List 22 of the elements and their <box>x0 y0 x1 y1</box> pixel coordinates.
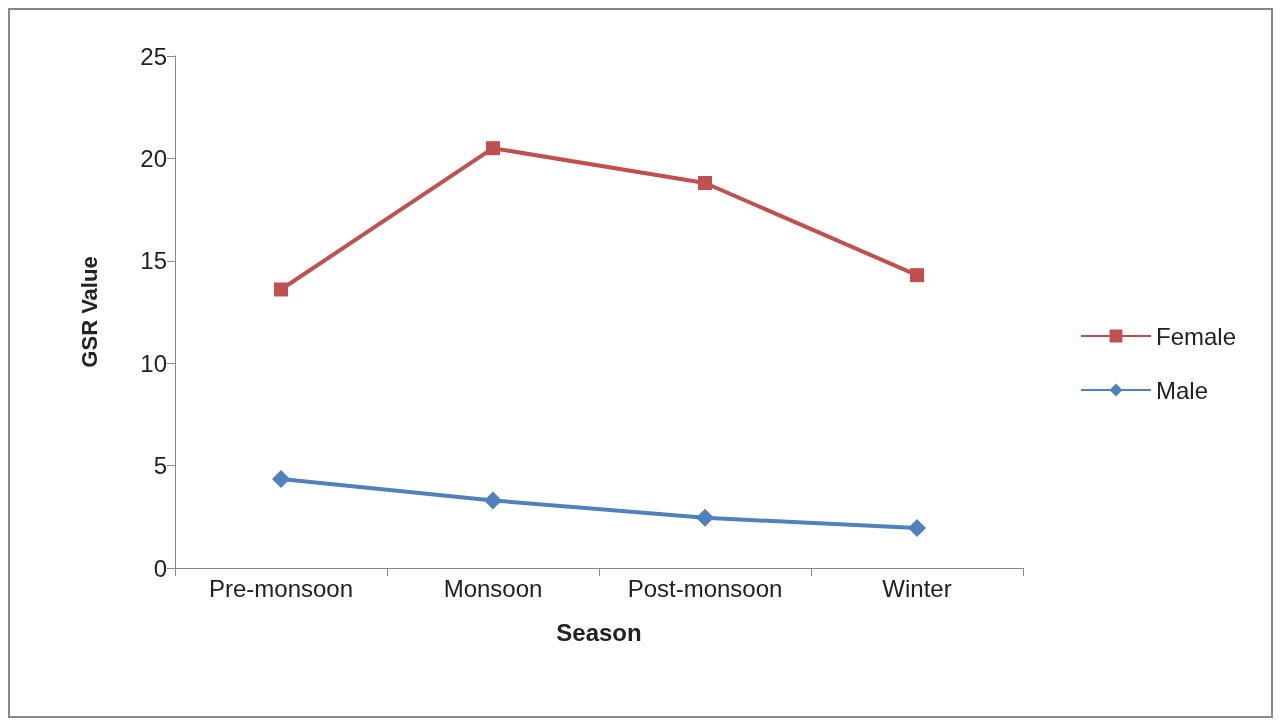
y-tick-label: 10 <box>140 349 167 377</box>
x-tick-label: Post-monsoon <box>627 574 783 602</box>
point <box>486 141 500 156</box>
x-axis-title: Season <box>556 618 642 646</box>
legend-label: Female <box>1155 322 1236 350</box>
y-axis-title: GSR Value <box>76 256 102 368</box>
point <box>696 508 714 527</box>
y-tick-label: 0 <box>153 554 167 582</box>
point <box>484 491 502 510</box>
y-tick-label: 5 <box>153 452 167 480</box>
y-tick-label: 20 <box>140 144 167 172</box>
y-tick-label: 15 <box>140 247 167 275</box>
legend-label: Male <box>1155 376 1208 404</box>
x-tick-label: Pre-monsoon <box>208 574 354 602</box>
point <box>910 268 924 283</box>
x-tick-label: Monsoon <box>443 574 543 602</box>
y-tick-label: 25 <box>140 42 167 70</box>
x-tick-label: Winter <box>882 574 952 602</box>
point <box>698 175 712 190</box>
point <box>908 519 926 538</box>
point <box>274 282 288 297</box>
point <box>272 469 290 488</box>
